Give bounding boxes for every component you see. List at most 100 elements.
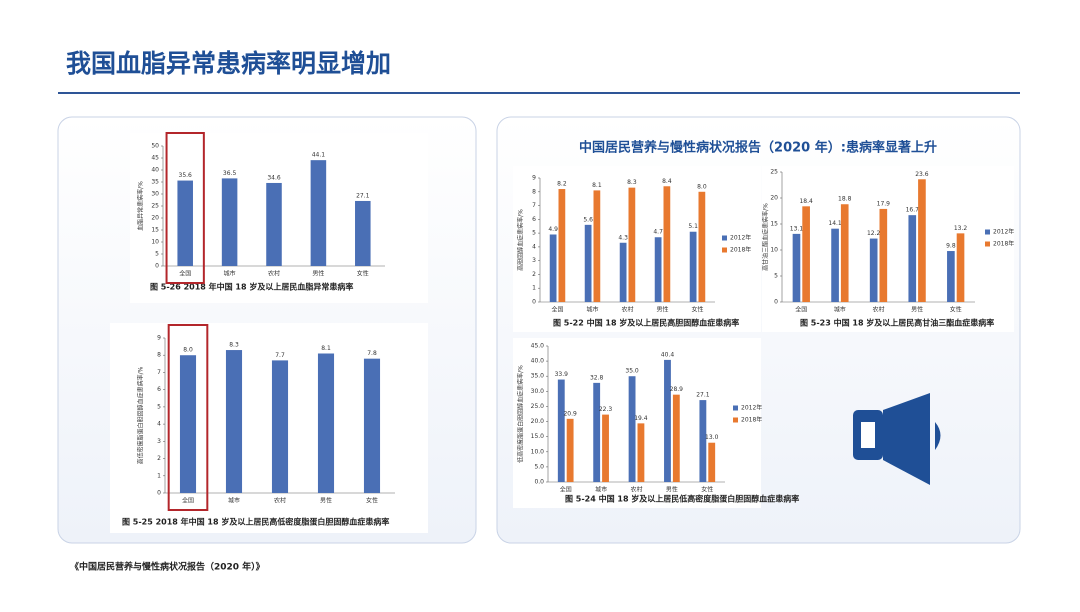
y-axis-label: 高低密度脂蛋白胆固醇血症患病率/%	[137, 366, 145, 464]
bar	[355, 200, 371, 266]
y-tick-label: 20	[151, 215, 159, 222]
page-title: 我国血脂异常患病率明显增加	[66, 49, 391, 78]
y-tick-label: 20.0	[531, 418, 545, 425]
y-tick-label: 40	[151, 167, 159, 174]
bar	[549, 234, 557, 302]
bar	[792, 233, 801, 302]
legend-label: 2012年	[741, 404, 762, 412]
y-tick-label: 25	[770, 169, 778, 176]
y-tick-label: 10.0	[531, 448, 545, 455]
x-tick-label: 农村	[274, 497, 286, 505]
y-tick-label: 3	[157, 438, 161, 445]
value-label: 12.2	[867, 230, 881, 237]
value-label: 17.9	[877, 200, 891, 207]
y-tick-label: 0	[774, 299, 778, 306]
bar	[619, 242, 627, 302]
y-tick-label: 9	[532, 175, 536, 182]
bar	[271, 360, 289, 493]
y-axis-label: 高甘油三酯血症患病率/%	[762, 203, 770, 271]
bar	[637, 423, 645, 482]
x-tick-label: 全国	[795, 306, 807, 314]
value-label: 5.6	[583, 216, 593, 223]
y-tick-label: 6	[532, 216, 536, 223]
value-label: 14.1	[828, 220, 842, 227]
y-tick-label: 8	[157, 352, 161, 359]
chart-caption: 图 5-25 2018 年中国 18 岁及以上居民高低密度脂蛋白胆固醇血症患病率	[122, 517, 389, 527]
y-tick-label: 9	[157, 335, 161, 342]
bar	[831, 228, 839, 302]
x-tick-label: 全国	[560, 486, 572, 494]
y-axis-label: 低高密度脂蛋白胆固醇血症患病率/%	[517, 365, 525, 463]
value-label: 13.2	[954, 225, 968, 232]
y-tick-label: 10	[770, 247, 778, 254]
value-label: 8.1	[592, 182, 602, 189]
y-tick-label: 2	[157, 455, 161, 462]
bar	[654, 237, 662, 302]
x-tick-label: 女性	[357, 270, 369, 278]
value-label: 13.0	[705, 434, 719, 441]
value-label: 18.4	[799, 198, 813, 205]
y-tick-label: 7	[157, 369, 161, 376]
value-label: 19.4	[634, 415, 648, 422]
y-tick-label: 15.0	[531, 433, 545, 440]
x-tick-label: 男性	[312, 270, 324, 278]
speaker-icon	[853, 393, 941, 485]
bar	[918, 179, 926, 302]
value-label: 9.8	[946, 243, 956, 250]
y-tick-label: 4	[157, 421, 161, 428]
bar	[179, 355, 197, 493]
legend-label: 2018年	[730, 246, 751, 254]
bar	[602, 414, 609, 482]
x-tick-label: 城市	[228, 497, 240, 505]
y-tick-label: 5	[157, 403, 161, 410]
value-label: 18.8	[838, 196, 852, 203]
value-label: 35.6	[179, 172, 193, 179]
value-label: 5.1	[688, 223, 698, 230]
bar	[593, 382, 601, 482]
x-tick-label: 女性	[950, 306, 962, 314]
value-label: 27.1	[356, 192, 370, 199]
value-label: 28.9	[670, 386, 684, 393]
legend-label: 2012年	[993, 228, 1014, 236]
bar	[566, 418, 574, 482]
y-axis-label: 高胆固醇血症患病率/%	[517, 209, 525, 271]
bar	[698, 191, 706, 302]
y-tick-label: 15	[770, 221, 778, 228]
x-tick-label: 城市	[595, 486, 607, 494]
x-tick-label: 男性	[666, 486, 678, 494]
bar	[266, 182, 282, 266]
y-tick-label: 5.0	[534, 463, 544, 470]
value-label: 4.7	[653, 229, 663, 236]
value-label: 4.9	[548, 226, 558, 233]
y-tick-label: 5	[532, 230, 536, 237]
value-label: 13.1	[790, 225, 804, 232]
legend-swatch	[985, 229, 990, 235]
bar	[947, 251, 955, 302]
x-tick-label: 农村	[621, 306, 633, 314]
bar	[869, 238, 878, 302]
y-tick-label: 30	[151, 191, 159, 198]
bar	[225, 350, 243, 493]
y-tick-label: 0.0	[534, 479, 544, 486]
x-tick-label: 全国	[179, 270, 191, 278]
value-label: 44.1	[312, 152, 326, 159]
x-tick-label: 全国	[551, 306, 563, 314]
y-tick-label: 35	[151, 179, 159, 186]
y-tick-label: 15	[151, 227, 159, 234]
bar	[879, 208, 888, 302]
y-tick-label: 25.0	[531, 403, 545, 410]
x-tick-label: 男性	[320, 497, 332, 505]
value-label: 8.3	[627, 179, 637, 186]
bar	[593, 190, 601, 302]
y-tick-label: 35.0	[531, 373, 545, 380]
bar	[584, 224, 592, 302]
y-tick-label: 5	[774, 273, 778, 280]
bar	[908, 215, 917, 302]
bar	[558, 189, 566, 302]
bar	[708, 442, 716, 482]
value-label: 8.3	[229, 342, 239, 349]
value-label: 22.3	[599, 406, 613, 413]
value-label: 35.0	[625, 368, 639, 375]
